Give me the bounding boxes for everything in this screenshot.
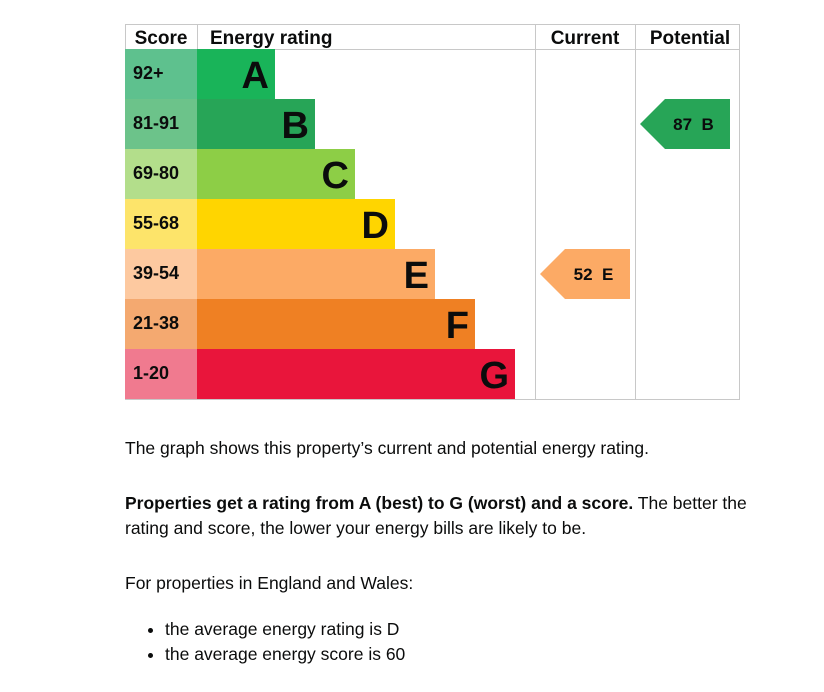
header-score: Score bbox=[135, 28, 188, 49]
region-text: For properties in England and Wales: bbox=[125, 573, 414, 593]
score-range-d: 55-68 bbox=[133, 213, 179, 233]
current-rating-arrow bbox=[540, 249, 630, 299]
score-cell-c bbox=[125, 149, 197, 199]
band-letter-c: C bbox=[322, 155, 349, 197]
band-letter-b: B bbox=[282, 105, 309, 147]
score-cell-g bbox=[125, 349, 197, 399]
band-bar-c bbox=[197, 149, 355, 199]
list-item: the average energy rating is D bbox=[165, 617, 405, 642]
band-bar-d bbox=[197, 199, 395, 249]
band-bar-g bbox=[197, 349, 515, 399]
band-bar-a bbox=[197, 49, 275, 99]
score-cell-b bbox=[125, 99, 197, 149]
header-energy-rating: Energy rating bbox=[210, 28, 332, 49]
band-bar-b bbox=[197, 99, 315, 149]
score-range-c: 69-80 bbox=[133, 163, 179, 183]
potential-rating-arrow bbox=[640, 99, 730, 149]
score-range-b: 81-91 bbox=[133, 113, 179, 133]
rating-markers: 52 E 87 B bbox=[540, 99, 730, 299]
rating-explanation: Properties get a rating from A (best) to… bbox=[125, 491, 765, 541]
epc-rating-chart: Score Energy rating Current Potential 92… bbox=[125, 24, 740, 400]
score-cell-a bbox=[125, 49, 197, 99]
band-letter-a: A bbox=[242, 55, 269, 97]
header-current: Current bbox=[551, 28, 620, 49]
band-letter-e: E bbox=[404, 255, 429, 297]
score-cell-e bbox=[125, 249, 197, 299]
band-bar-f bbox=[197, 299, 475, 349]
potential-rating-label: 87 B bbox=[673, 115, 714, 134]
list-item: the average energy score is 60 bbox=[165, 642, 405, 667]
intro-text: The graph shows this property’s current … bbox=[125, 438, 650, 458]
band-letter-f: F bbox=[446, 305, 469, 347]
score-cell-f bbox=[125, 299, 197, 349]
score-cell-d bbox=[125, 199, 197, 249]
header-potential: Potential bbox=[650, 28, 730, 49]
band-letter-d: D bbox=[362, 205, 389, 247]
score-range-g: 1-20 bbox=[133, 363, 169, 383]
rating-explanation-bold: Properties get a rating from A (best) to… bbox=[125, 493, 634, 513]
averages-list: the average energy rating is D the avera… bbox=[125, 617, 405, 667]
score-range-e: 39-54 bbox=[133, 263, 179, 283]
rating-bands: 92+ A 81-91 B 69-80 C 55-68 D 39-54 E 21-38 F 1-20 G bbox=[125, 49, 515, 399]
score-range-a: 92+ bbox=[133, 63, 164, 83]
rating-explanation-rest: The better the rating and score, the low… bbox=[125, 493, 747, 538]
score-range-f: 21-38 bbox=[133, 313, 179, 333]
band-letter-g: G bbox=[479, 355, 509, 397]
current-rating-label: 52 E bbox=[574, 265, 614, 284]
band-bar-e bbox=[197, 249, 435, 299]
